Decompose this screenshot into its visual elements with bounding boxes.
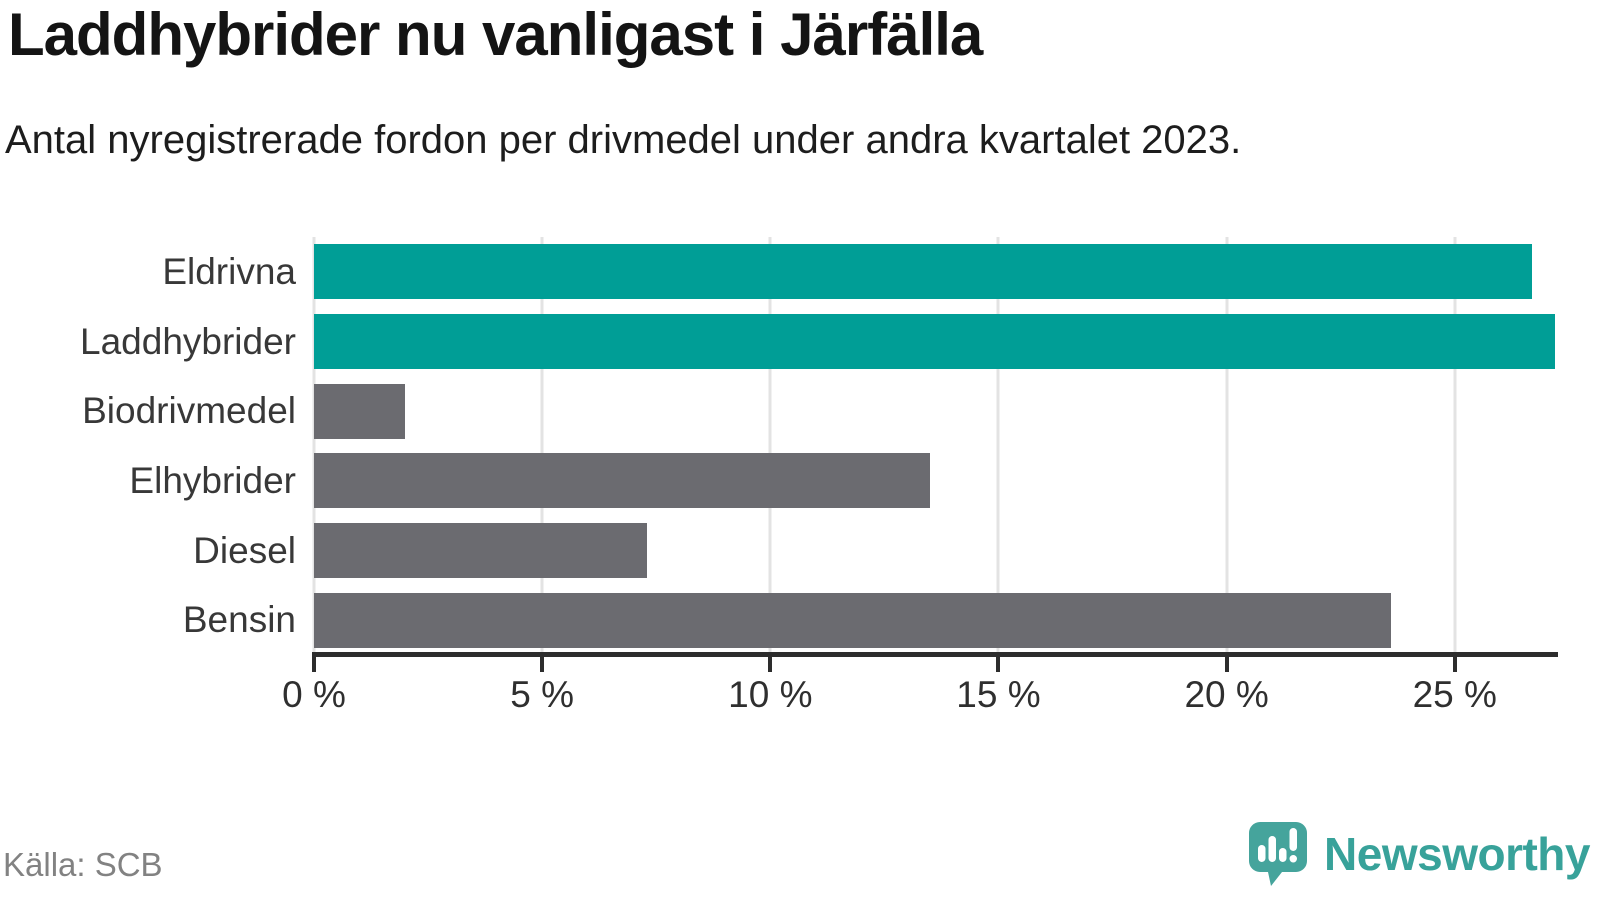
brand-name: Newsworthy	[1324, 828, 1590, 880]
bar-diesel	[314, 523, 648, 578]
axis-tick-label: 10 %	[728, 674, 813, 715]
category-label: Diesel	[193, 529, 296, 571]
newsworthy-logo-icon	[1249, 822, 1308, 886]
axis-tick-label: 0 %	[282, 674, 346, 715]
plot-area	[312, 237, 1557, 655]
category-label: Biodrivmedel	[82, 390, 296, 432]
category-label: Eldrivna	[162, 250, 296, 292]
axis-tick-label: 20 %	[1184, 674, 1269, 715]
gridline	[312, 237, 316, 655]
gridline	[540, 237, 544, 655]
axis-tick-label: 5 %	[510, 674, 575, 715]
source-caption: Källa: SCB	[3, 846, 163, 883]
gridline	[768, 237, 772, 655]
chart-subtitle: Antal nyregistrerade fordon per drivmede…	[5, 118, 1242, 162]
axis-tick-label: 15 %	[956, 674, 1041, 715]
axis-tick	[996, 657, 1001, 672]
bar-bensin	[314, 592, 1391, 648]
gridline	[1225, 237, 1229, 655]
chart-title: Laddhybrider nu vanligast i Järfälla	[8, 1, 983, 68]
axis-tick	[1224, 657, 1229, 672]
category-label: Laddhybrider	[80, 320, 296, 362]
brand-logo: Newsworthy	[1247, 820, 1590, 888]
axis-tick-label: 25 %	[1412, 674, 1497, 715]
x-axis-tick-labels: 0 % 5 % 10 % 15 % 20 % 25 %	[282, 674, 1557, 718]
axis-tick	[1452, 657, 1457, 672]
category-label: Bensin	[182, 599, 296, 641]
axis-tick	[312, 657, 316, 672]
axis-tick	[540, 657, 545, 672]
axis-tick	[768, 657, 773, 672]
x-axis-ticks	[312, 657, 1557, 672]
gridline	[996, 237, 1000, 655]
x-axis-line	[312, 652, 1558, 657]
category-labels: Eldrivna Laddhybrider Biodrivmedel Elhybrid…	[0, 237, 296, 655]
bar-laddhybrider	[314, 314, 1556, 369]
bar-biodrivmedel	[314, 383, 406, 439]
bar-eldrivna	[314, 244, 1533, 300]
category-label: Elhybrider	[129, 459, 296, 501]
bar-elhybrider	[314, 453, 931, 509]
gridline	[1453, 237, 1457, 655]
